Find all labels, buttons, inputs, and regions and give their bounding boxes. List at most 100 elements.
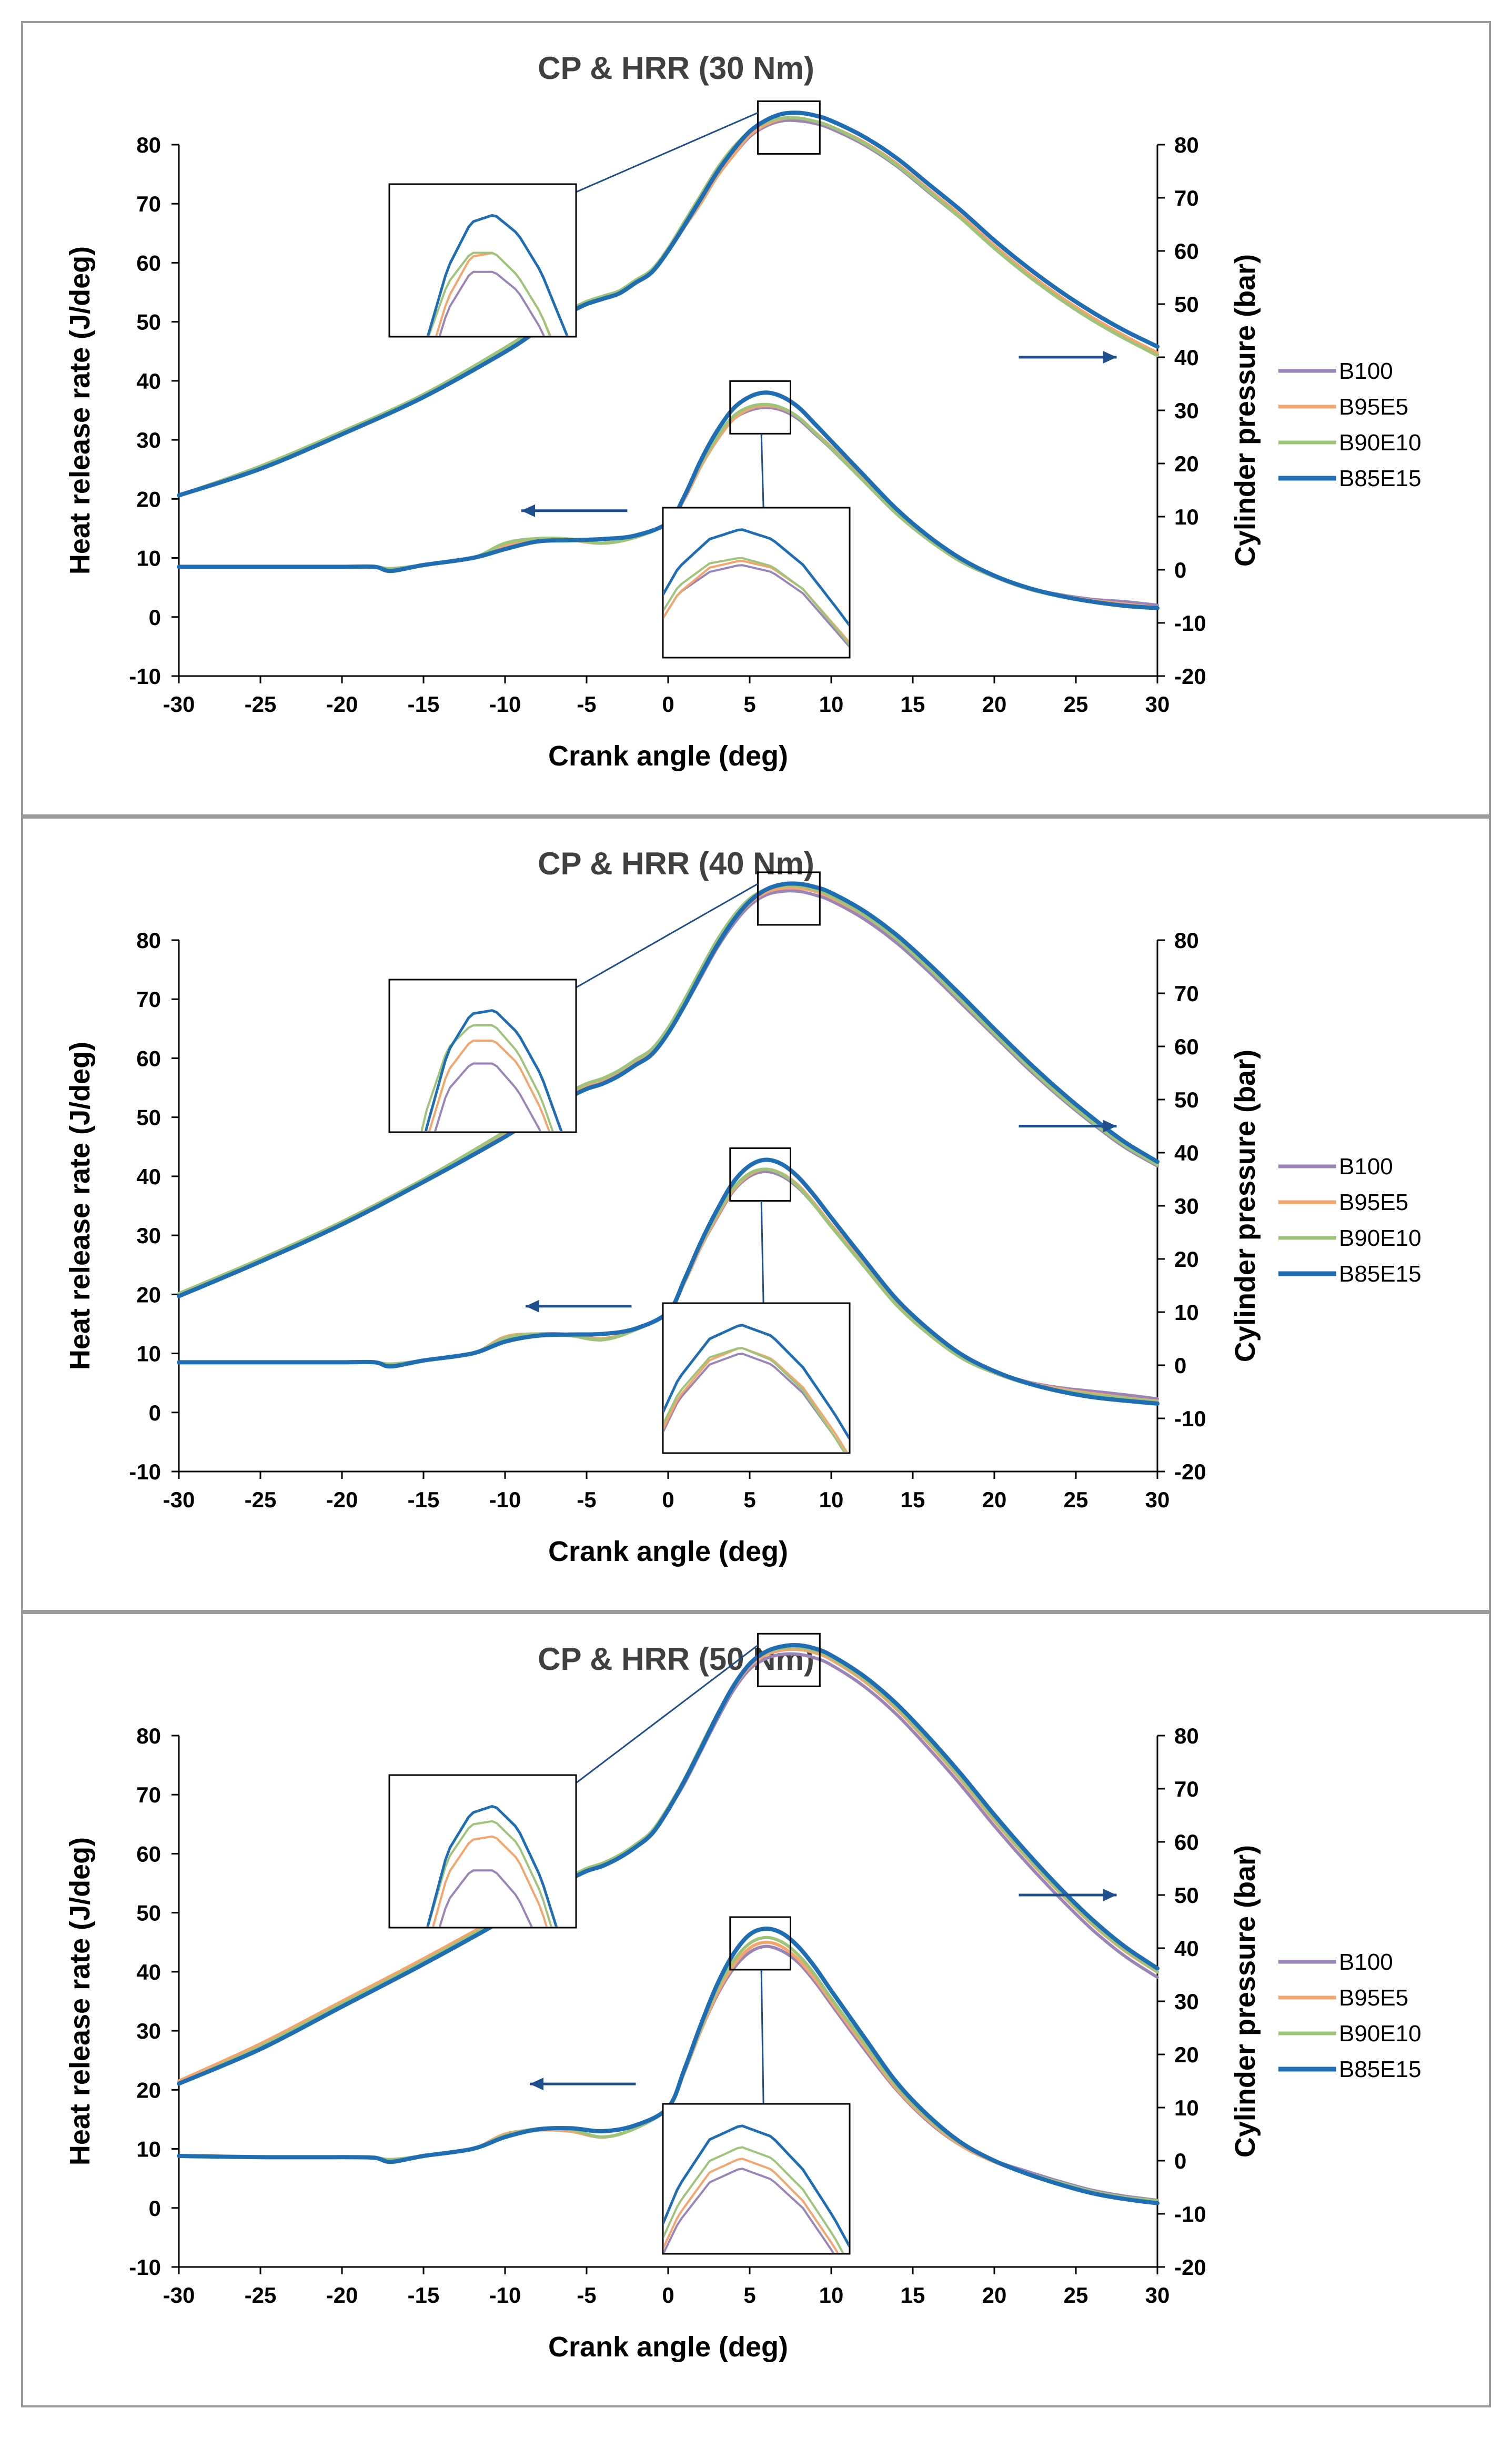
y2-tick-label: 0: [1174, 558, 1186, 582]
zoom-curve-b85e15: [426, 1805, 558, 1927]
x-tick-label: -30: [163, 692, 195, 717]
x-tick-label: 10: [819, 1487, 844, 1512]
legend-label: B85E15: [1339, 466, 1422, 491]
zoom-inset: [662, 1916, 851, 2255]
y-axis-label: Heat release rate (J/deg): [64, 246, 96, 575]
zoom-leader-line: [760, 1201, 764, 1304]
y-tick-label: 80: [136, 1724, 161, 1748]
y-tick-label: 30: [136, 1223, 161, 1248]
zoom-inset: [662, 1147, 851, 1454]
y-tick-label: 10: [136, 546, 161, 571]
y2-tick-label: 70: [1174, 186, 1199, 210]
y2-tick-label: 40: [1174, 1141, 1199, 1165]
chart-title: CP & HRR (30 Nm): [538, 51, 814, 86]
series-lines: [177, 110, 1160, 610]
legend-label: B85E15: [1339, 1261, 1422, 1287]
y2-tick-label: 60: [1174, 1830, 1199, 1855]
x-tick-label: -25: [245, 2283, 277, 2307]
x-tick-label: 30: [1145, 1487, 1170, 1512]
y2-axis-label: Cylinder pressure (bar): [1229, 1050, 1261, 1362]
zoom-inset-box: [662, 2103, 851, 2255]
cp-axis-arrow: [1019, 351, 1117, 364]
zoom-marker-box: [729, 380, 792, 435]
cp-line-b100: [177, 1652, 1159, 2085]
chart-panel: CP & HRR (30 Nm) -30 -25 -20 -15 -10 -5 0 5 10 15 2…: [21, 21, 1491, 817]
chart-svg: CP & HRR (50 Nm)-30 -25 -20 -15 -10 -5 0 5 10 15 2…: [64, 1632, 1422, 2363]
cp-line-b90e10: [177, 884, 1159, 1295]
x-tick-label: -5: [577, 1487, 596, 1512]
zoom-marker-box: [757, 1632, 821, 1687]
zoom-inset-box: [388, 1774, 577, 1929]
hrr-axis-arrow: [530, 2078, 636, 2091]
y-tick-label: 30: [136, 428, 161, 452]
legend: B100 B95E5 B90E10 B85E15: [1278, 358, 1422, 491]
hrr-line-b85e15: [177, 1157, 1160, 1406]
x-tick-label: 5: [743, 692, 755, 717]
hrr-axis-arrow: [526, 1299, 632, 1313]
y2-tick-label: 0: [1174, 1353, 1186, 1378]
x-tick-label: 15: [901, 692, 925, 717]
y2-tick-label: 30: [1174, 1989, 1199, 2014]
zoom-curve-b90e10: [664, 557, 849, 646]
y2-tick-label: 80: [1174, 1724, 1199, 1748]
legend: B100 B95E5 B90E10 B85E15: [1278, 1949, 1422, 2082]
y-axis-label: Heat release rate (J/deg): [64, 1837, 96, 2165]
y2-tick-label: 20: [1174, 2042, 1199, 2067]
x-tick-label: 20: [982, 692, 1007, 717]
zoom-curve-b95e5: [428, 1040, 550, 1131]
y-tick-label: 30: [136, 2019, 161, 2043]
y-axis-label: Heat release rate (J/deg): [64, 1042, 96, 1370]
zoom-leader-line: [760, 434, 764, 508]
y-tick-label: 10: [136, 2137, 161, 2162]
y2-tick-label: 50: [1174, 292, 1199, 317]
cp-line-b85e15: [177, 110, 1160, 498]
legend-label: B100: [1339, 1154, 1393, 1180]
zoom-curve-b100: [438, 1869, 533, 1927]
zoom-inset: [388, 1632, 821, 1929]
x-tick-label: -25: [245, 1487, 277, 1512]
x-tick-label: -10: [489, 1487, 521, 1512]
zoom-curve-b85e15: [426, 214, 569, 336]
y-tick-label: 20: [136, 2078, 161, 2102]
x-tick-label: -10: [489, 692, 521, 717]
y-tick-label: 80: [136, 133, 161, 157]
y-tick-label: 50: [136, 1105, 161, 1130]
y2-tick-label: 20: [1174, 1247, 1199, 1272]
x-tick-label: -30: [163, 2283, 195, 2307]
cp-line-b90e10: [177, 116, 1159, 497]
zoom-curve-b100: [434, 1062, 541, 1131]
y2-tick-label: 30: [1174, 398, 1199, 423]
y-tick-label: -10: [129, 664, 161, 689]
zoom-curve-b85e15: [425, 1009, 563, 1131]
x-tick-label: -30: [163, 1487, 195, 1512]
hrr-line-b85e15: [177, 1926, 1160, 2205]
y2-tick-label: -10: [1174, 611, 1206, 636]
zoom-curve-b90e10: [420, 1024, 554, 1131]
y2-tick-label: 80: [1174, 928, 1199, 953]
cp-line-b85e15: [177, 1643, 1160, 2086]
x-tick-label: 25: [1064, 2283, 1088, 2307]
x-tick-label: -15: [408, 2283, 440, 2307]
zoom-curve-b90e10: [427, 1820, 552, 1927]
cp-axis-arrow: [1019, 1889, 1117, 1901]
zoom-leader-line: [576, 112, 759, 193]
zoom-curve-b95e5: [664, 2158, 839, 2253]
x-tick-label: -20: [326, 1487, 358, 1512]
y2-tick-label: 50: [1174, 1087, 1199, 1112]
zoom-inset-box: [388, 183, 577, 338]
x-tick-label: 15: [901, 1487, 925, 1512]
y2-tick-label: -20: [1174, 664, 1206, 689]
zoom-inset: [388, 871, 821, 1133]
x-tick-label: -25: [245, 692, 277, 717]
y-tick-label: 40: [136, 1960, 161, 1984]
legend-label: B85E15: [1339, 2057, 1422, 2082]
x-tick-label: 0: [662, 692, 674, 717]
zoom-marker-box: [729, 1916, 792, 1971]
y2-tick-label: 0: [1174, 2149, 1186, 2173]
x-tick-label: 5: [743, 1487, 755, 1512]
cp-line-b100: [177, 889, 1159, 1298]
zoom-curve-b90e10: [664, 1347, 845, 1452]
zoom-inset: [388, 100, 821, 338]
x-axis-label: Crank angle (deg): [548, 1536, 788, 1567]
legend-label: B90E10: [1339, 1225, 1422, 1251]
